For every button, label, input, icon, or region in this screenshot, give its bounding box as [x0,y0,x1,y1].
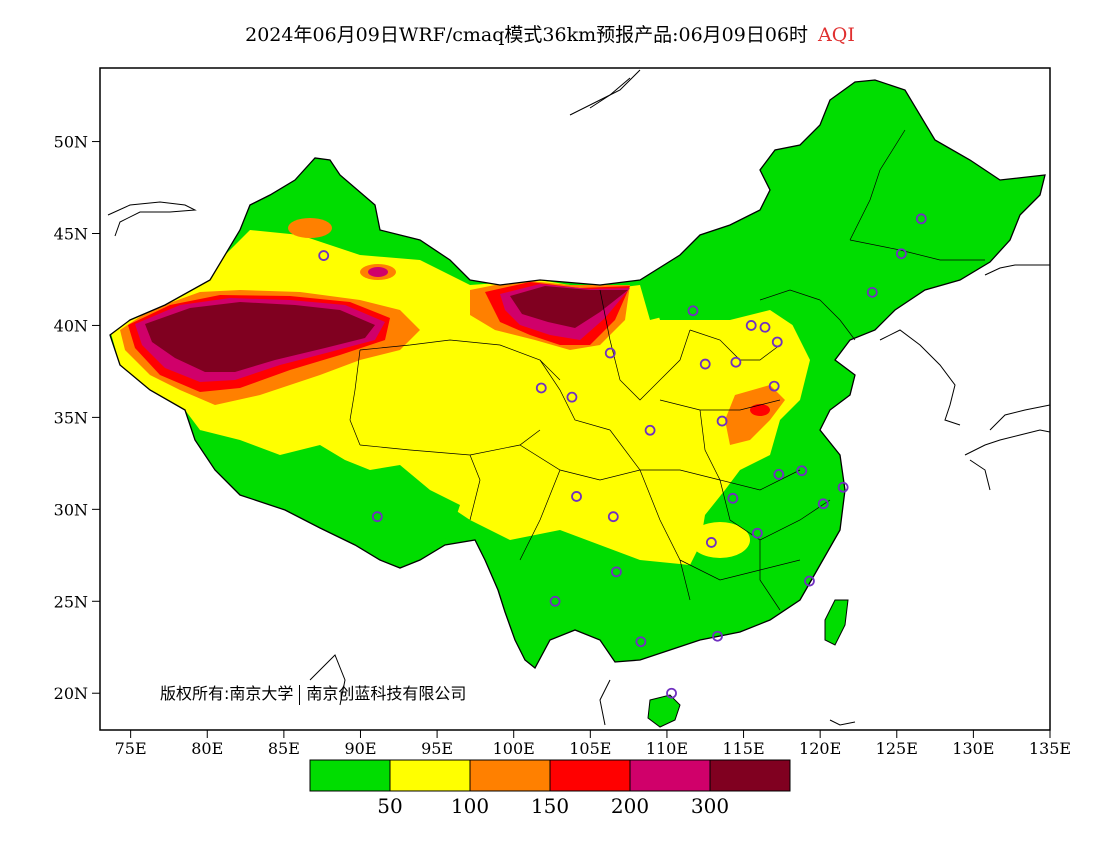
station-marker [730,356,742,368]
legend-swatch [629,759,711,792]
lon-tick-label: 80E [191,739,223,758]
legend-label: 100 [451,794,489,818]
station-marker [804,575,815,587]
station-marker [610,566,622,578]
lon-tick-label: 75E [115,739,147,758]
legend-label: 300 [691,794,729,818]
station-marker [817,498,829,510]
station-marker [771,336,783,348]
country-outline [109,79,1046,669]
station-marker [571,491,582,502]
taiwan-island [824,599,849,646]
aqi-legend: 50 100 150 200 300 [309,759,791,818]
aqi-green-patch-northeast [650,250,820,330]
station-marker [699,358,711,370]
hainan-island [647,694,681,728]
aqi-red-hotspot-3 [750,404,770,416]
station-marker [371,511,383,523]
station-marker [549,595,561,607]
lat-tick-label: 30N [54,500,88,519]
lon-tick-label: 130E [952,739,994,758]
legend-label: 50 [377,794,402,818]
lon-tick-label: 110E [646,739,688,758]
lon-tick-label: 90E [344,739,376,758]
station-marker [712,630,723,642]
station-marker [318,250,330,261]
lon-tick-label: 125E [876,739,918,758]
station-marker [716,415,728,427]
copyright-notice: 版权所有:南京大学 南京创蓝科技有限公司 [160,680,466,705]
station-marker [915,213,927,225]
copyright-separator [299,684,301,705]
aqi-maroon-dust-north [510,286,628,328]
station-marker [895,248,907,260]
legend-swatch [469,759,551,792]
station-marker [635,636,647,648]
map-area [107,69,1050,728]
province-borders [349,129,985,611]
station-marker [687,305,699,317]
longitude-axis: 75E 80E 85E 90E 95E 100E 105E 110E 115E 120E 125E 1… [115,730,1071,758]
station-marker [666,687,677,699]
station-marker [796,465,808,477]
legend-swatch [309,759,391,792]
copyright-org: 南京创蓝科技有限公司 [306,684,467,703]
legend-swatch [389,759,471,792]
lat-tick-label: 25N [54,592,88,611]
title-variable: AQI [818,24,855,46]
lat-tick-label: 45N [54,225,88,244]
aqi-maroon-region [145,302,375,372]
legend-label: 200 [611,794,649,818]
copyright-prefix: 版权所有:南京大学 [160,684,294,703]
lon-tick-label: 135E [1029,739,1071,758]
station-marker [705,537,717,548]
lon-tick-label: 100E [493,739,535,758]
aqi-orange-hotspot-1 [288,218,332,238]
latitude-axis: 50N 45N 40N 35N 30N 25N 20N [54,133,100,703]
lat-tick-label: 35N [54,408,88,427]
lat-tick-label: 50N [54,133,88,152]
station-marker [535,382,547,394]
station-marker [866,286,878,298]
monitoring-stations [318,213,927,699]
lon-tick-label: 85E [268,739,300,758]
legend-label: 150 [531,794,569,818]
aqi-yellow-patch-south [690,522,750,558]
station-marker [773,468,785,480]
lat-tick-label: 20N [54,684,88,703]
station-marker [768,380,780,392]
station-marker [607,511,619,523]
aqi-red-hotspot-2 [368,267,388,277]
map-frame [99,67,1051,731]
title-main: 2024年06月09日WRF/cmaq模式36km预报产品:06月09日06时 [245,24,809,46]
legend-swatch [709,759,791,792]
lon-tick-label: 95E [421,739,453,758]
lon-tick-label: 115E [722,739,764,758]
station-marker [644,424,656,436]
station-marker [745,320,757,331]
station-marker [759,321,771,333]
lon-tick-label: 120E [799,739,841,758]
station-marker [727,492,739,504]
station-marker [837,481,849,493]
station-marker [751,527,763,539]
station-marker [604,347,616,359]
aqi-green-patch-tibet [200,430,460,565]
map-title: 2024年06月09日WRF/cmaq模式36km预报产品:06月09日06时 A… [0,20,1100,47]
legend-swatch [549,759,631,792]
station-marker [566,391,578,403]
lat-tick-label: 40N [54,316,88,335]
lon-tick-label: 105E [569,739,611,758]
coastlines [107,69,1050,726]
